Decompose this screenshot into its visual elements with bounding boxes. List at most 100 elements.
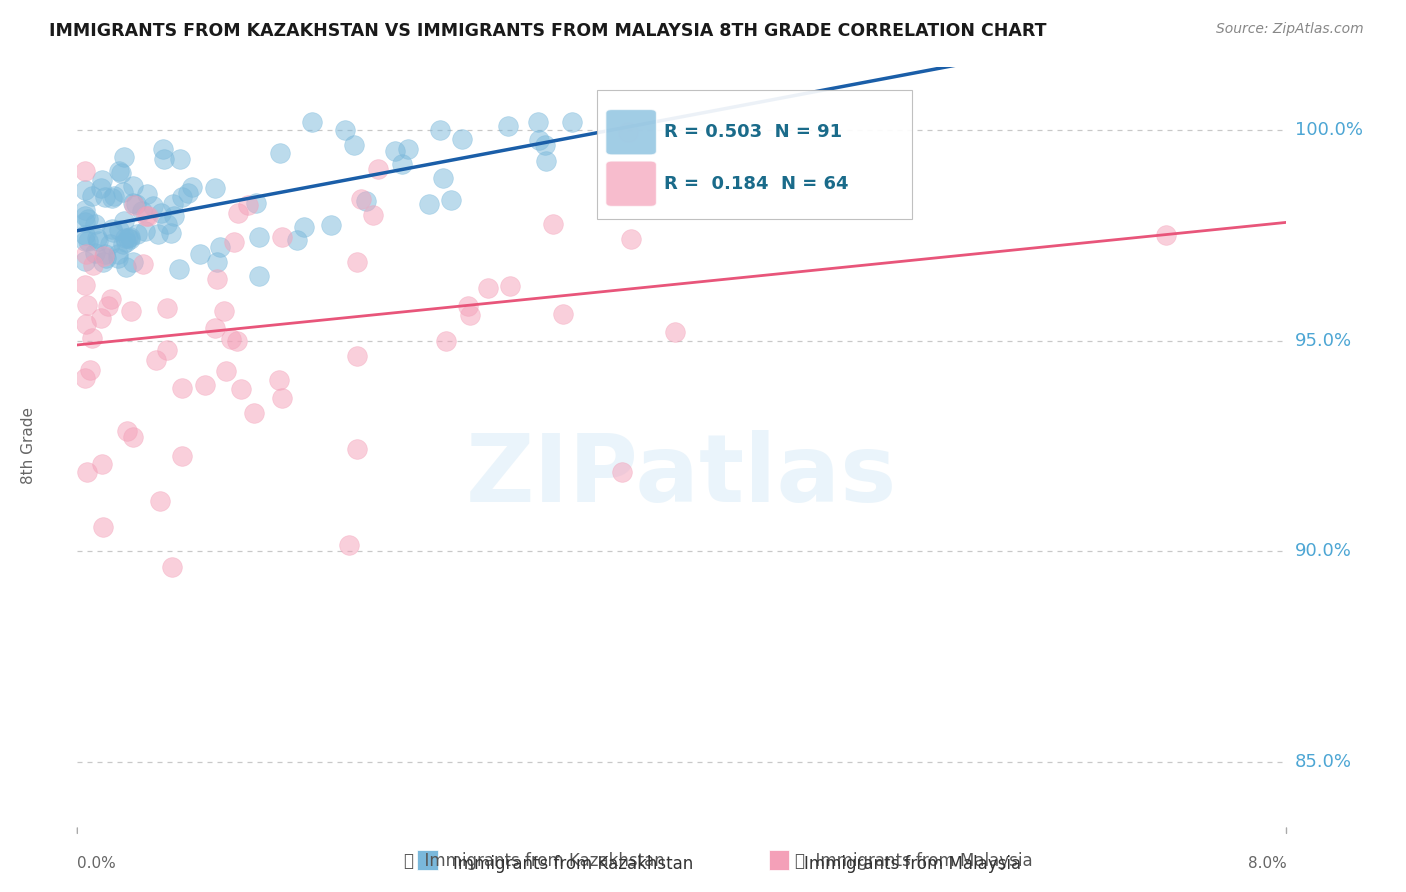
Point	[94, 247, 117, 261]
Point	[82, 258, 104, 272]
Point	[122, 196, 145, 211]
Point	[221, 332, 243, 346]
Point	[159, 226, 181, 240]
Point	[75, 164, 97, 178]
Point	[94, 190, 117, 204]
Point	[335, 123, 357, 137]
Point	[440, 194, 463, 208]
Point	[117, 231, 139, 245]
Point	[90, 311, 112, 326]
Point	[73, 183, 96, 197]
Point	[90, 172, 112, 186]
Point	[76, 465, 98, 479]
Point	[115, 260, 138, 274]
Point	[114, 235, 136, 250]
Point	[337, 538, 360, 552]
Point	[177, 186, 200, 200]
Point	[134, 224, 156, 238]
Point	[77, 211, 100, 226]
Point	[269, 373, 291, 387]
Text: 0.0%: 0.0%	[77, 855, 117, 871]
Point	[170, 449, 193, 463]
Point	[122, 198, 145, 212]
Point	[112, 150, 135, 164]
Point	[107, 252, 129, 266]
FancyBboxPatch shape	[606, 110, 657, 155]
Point	[149, 206, 172, 220]
Point	[153, 152, 176, 166]
Point	[612, 465, 634, 479]
Point	[73, 254, 96, 268]
Point	[111, 186, 134, 200]
Point	[73, 209, 96, 223]
Point	[152, 142, 174, 156]
Point	[204, 181, 226, 195]
Point	[101, 225, 124, 239]
Point	[285, 233, 308, 247]
Point	[236, 198, 259, 212]
Point	[79, 363, 101, 377]
Point	[114, 231, 136, 245]
Point	[100, 191, 122, 205]
Text: 8th Grade: 8th Grade	[21, 408, 37, 484]
Bar	[769, 850, 789, 870]
Point	[384, 144, 406, 158]
Point	[664, 325, 686, 339]
Point	[122, 179, 145, 194]
Text: 90.0%: 90.0%	[1295, 542, 1351, 560]
Point	[73, 202, 96, 217]
Point	[142, 199, 165, 213]
Point	[247, 230, 270, 244]
Point	[90, 181, 112, 195]
Point	[125, 196, 148, 211]
Point	[103, 189, 125, 203]
Point	[551, 307, 574, 321]
Point	[436, 334, 458, 349]
Point	[107, 247, 129, 261]
Point	[245, 196, 267, 211]
Point	[73, 228, 96, 243]
Point	[156, 217, 179, 231]
Point	[534, 154, 557, 169]
Point	[215, 364, 238, 378]
Point	[115, 424, 138, 438]
Point	[127, 227, 149, 242]
Point	[156, 343, 179, 358]
Point	[110, 166, 132, 180]
Point	[112, 214, 135, 228]
Point	[73, 234, 96, 248]
Point	[529, 133, 551, 147]
Point	[451, 132, 474, 146]
Point	[136, 210, 159, 224]
Point	[120, 304, 142, 318]
Point	[91, 457, 114, 471]
Point	[271, 391, 294, 405]
Point	[73, 370, 96, 384]
Text: Immigrants from Kazakhstan: Immigrants from Kazakhstan	[453, 855, 693, 873]
Point	[271, 230, 294, 244]
Point	[91, 255, 114, 269]
Point	[205, 272, 228, 286]
Point	[118, 231, 141, 245]
Point	[496, 119, 519, 133]
Point	[83, 246, 105, 260]
Point	[225, 334, 247, 348]
Point	[212, 304, 235, 318]
Point	[499, 279, 522, 293]
Point	[169, 152, 191, 166]
Point	[391, 157, 413, 171]
Point	[100, 293, 122, 307]
Point	[108, 223, 131, 237]
Point	[148, 494, 170, 508]
Point	[617, 125, 640, 139]
Point	[346, 255, 368, 269]
Point	[86, 231, 108, 245]
Point	[620, 232, 643, 246]
Point	[131, 257, 153, 271]
Point	[107, 163, 129, 178]
Point	[162, 197, 184, 211]
Point	[350, 192, 373, 206]
Point	[367, 162, 389, 177]
Point	[121, 430, 143, 444]
Point	[172, 190, 194, 204]
